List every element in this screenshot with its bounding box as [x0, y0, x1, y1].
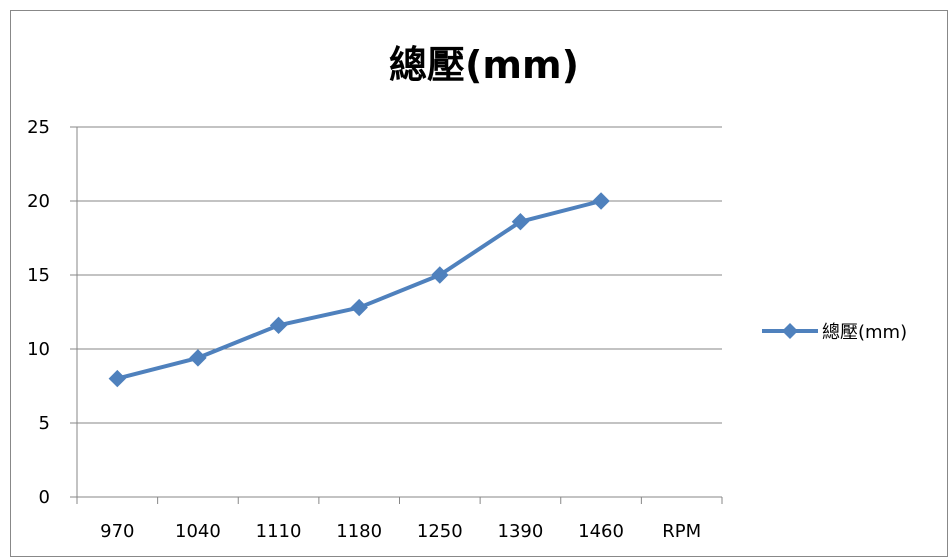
gridlines	[77, 126, 722, 424]
chart-title: 總壓(mm)	[389, 43, 579, 87]
data-point	[189, 349, 207, 367]
series-line	[116, 199, 602, 381]
y-tick-label: 0	[39, 487, 50, 508]
x-tick-label: 970	[100, 521, 134, 542]
x-tick-label: 1110	[256, 521, 302, 542]
y-tick-label: 15	[27, 265, 50, 286]
chart-frame	[10, 10, 948, 557]
x-axis-ticks: 970 1040 1110 1180 1250 1390 1460 RPM	[76, 497, 723, 542]
y-tick-label: 25	[27, 117, 50, 138]
data-point	[269, 316, 288, 335]
x-tick-label: 1460	[578, 521, 624, 542]
data-point	[431, 266, 449, 284]
data-point	[350, 298, 368, 317]
data-point	[592, 192, 610, 210]
y-tick-label: 5	[39, 413, 50, 434]
y-tick-label: 10	[27, 339, 50, 360]
x-tick-label: 1180	[336, 521, 382, 542]
x-tick-label: RPM	[662, 521, 701, 542]
data-point	[511, 213, 530, 231]
data-point	[108, 369, 127, 388]
y-axis-ticks: 0 5 10 15 20 25	[27, 117, 77, 508]
legend-label: 總壓(mm)	[822, 322, 907, 343]
legend-marker	[782, 323, 798, 339]
axes	[76, 127, 722, 498]
y-tick-label: 20	[27, 191, 50, 212]
x-tick-label: 1390	[498, 521, 544, 542]
series-layer	[108, 192, 610, 388]
x-tick-label: 1250	[417, 521, 463, 542]
legend: 總壓(mm)	[762, 322, 907, 343]
x-tick-label: 1040	[175, 521, 221, 542]
